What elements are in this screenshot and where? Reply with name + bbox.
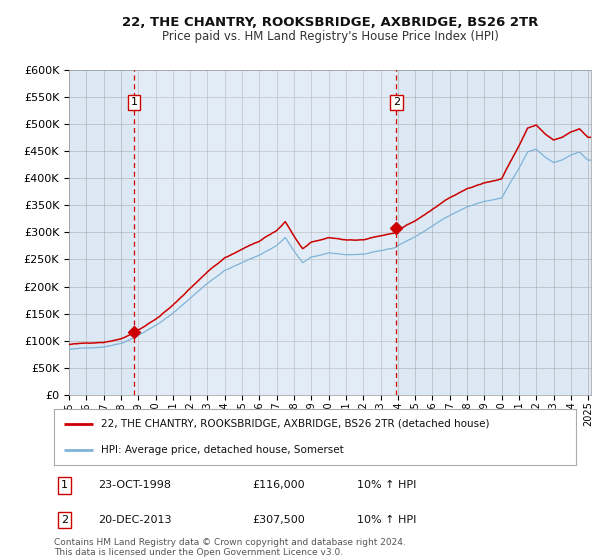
Text: £307,500: £307,500: [253, 515, 305, 525]
Text: Price paid vs. HM Land Registry's House Price Index (HPI): Price paid vs. HM Land Registry's House …: [161, 30, 499, 43]
Bar: [134, 70, 397, 395]
Text: 1: 1: [61, 480, 68, 491]
Text: £116,000: £116,000: [253, 480, 305, 491]
Text: 22, THE CHANTRY, ROOKSBRIDGE, AXBRIDGE, BS26 2TR (detached house): 22, THE CHANTRY, ROOKSBRIDGE, AXBRIDGE, …: [101, 419, 490, 429]
Text: HPI: Average price, detached house, Somerset: HPI: Average price, detached house, Some…: [101, 445, 344, 455]
Text: 20-DEC-2013: 20-DEC-2013: [98, 515, 172, 525]
Text: 23-OCT-1998: 23-OCT-1998: [98, 480, 172, 491]
Text: 2: 2: [61, 515, 68, 525]
Text: 1: 1: [130, 97, 137, 108]
Text: 10% ↑ HPI: 10% ↑ HPI: [357, 515, 416, 525]
Text: 2: 2: [393, 97, 400, 108]
Text: 22, THE CHANTRY, ROOKSBRIDGE, AXBRIDGE, BS26 2TR: 22, THE CHANTRY, ROOKSBRIDGE, AXBRIDGE, …: [122, 16, 538, 29]
Text: Contains HM Land Registry data © Crown copyright and database right 2024.
This d: Contains HM Land Registry data © Crown c…: [54, 538, 406, 557]
Text: 10% ↑ HPI: 10% ↑ HPI: [357, 480, 416, 491]
